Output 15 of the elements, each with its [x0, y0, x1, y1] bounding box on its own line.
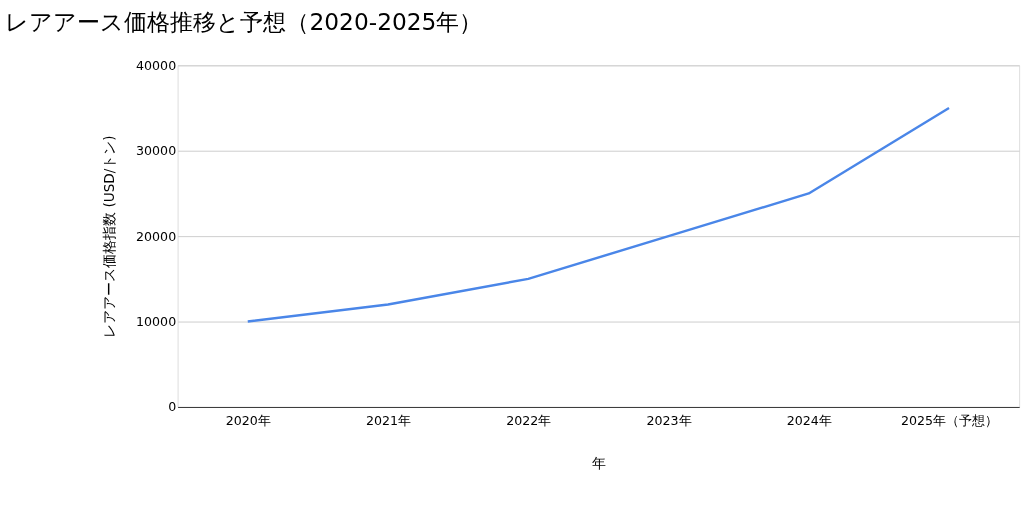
y-tick-label: 10000	[136, 313, 177, 329]
y-tick-label: 20000	[136, 228, 177, 244]
y-tick-label: 0	[168, 399, 177, 415]
x-tick-label: 2022年	[506, 412, 552, 428]
x-tick-label: 2020年	[225, 412, 271, 428]
x-tick-label: 2024年	[786, 412, 832, 428]
line-series	[246, 106, 951, 323]
y-tick-label: 30000	[136, 143, 177, 159]
y-axis-title: レアアース価格指数 (USD/トン)	[100, 135, 117, 338]
y-tick-label: 40000	[136, 57, 177, 73]
x-tick-label: 2021年	[365, 412, 412, 428]
x-axis-title: 年	[591, 454, 606, 471]
x-tick-label: 2025年（予想）	[900, 412, 999, 428]
x-tick-label: 2023年	[646, 412, 692, 428]
chart-title: レアアース価格推移と予想（2020-2025年）	[5, 8, 483, 36]
